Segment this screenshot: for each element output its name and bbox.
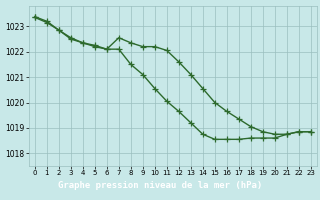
Text: Graphe pression niveau de la mer (hPa): Graphe pression niveau de la mer (hPa) xyxy=(58,182,262,190)
